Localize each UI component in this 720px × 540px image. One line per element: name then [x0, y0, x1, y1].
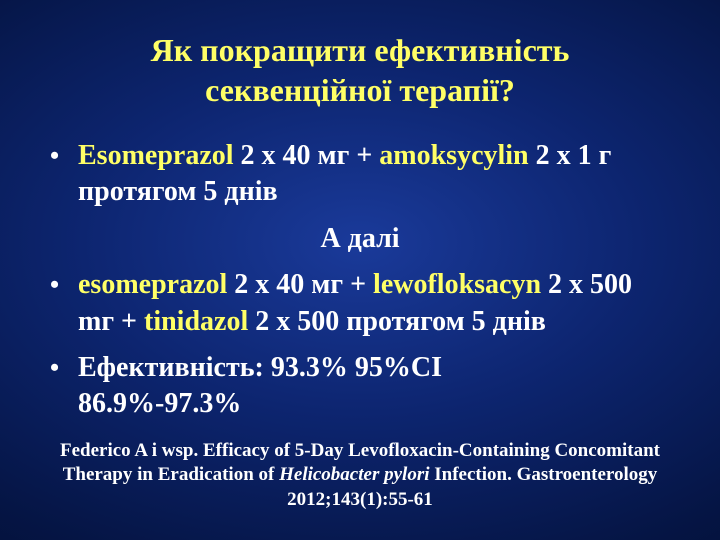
text-segment: 2 x 40 мг + [234, 140, 380, 171]
efficacy-line-1: Ефективність: 93.3% 95%CI [78, 352, 442, 383]
text-segment: 2 x 500 протягом 5 днів [248, 306, 546, 337]
bullet-marker: • [50, 350, 78, 423]
efficacy-line-2: 86.9%-97.3% [78, 388, 241, 419]
drug-lewofloksacyn: lewofloksacyn [373, 269, 541, 300]
bullet-text-3: Ефективність: 93.3% 95%CI 86.9%-97.3% [78, 350, 670, 423]
slide-content: • Esomeprazol 2 x 40 мг + amoksycylin 2 … [50, 138, 670, 423]
bullet-marker: • [50, 138, 78, 211]
slide: Як покращити ефективність секвенційної т… [0, 0, 720, 540]
drug-esomeprazol: esomeprazol [78, 269, 227, 300]
bullet-item-2: • esomeprazol 2 x 40 мг + lewofloksacyn … [50, 267, 670, 340]
slide-title: Як покращити ефективність секвенційної т… [50, 30, 670, 110]
bullet-item-1: • Esomeprazol 2 x 40 мг + amoksycylin 2 … [50, 138, 670, 211]
title-line-1: Як покращити ефективність [151, 32, 570, 68]
citation-italic: Helicobacter pylori [279, 464, 429, 485]
citation: Federico A i wsp. Efficacy of 5-Day Levo… [50, 439, 670, 513]
drug-esomeprazol: Esomeprazol [78, 140, 234, 171]
bullet-text-2: esomeprazol 2 x 40 мг + lewofloksacyn 2 … [78, 267, 670, 340]
bullet-text-1: Esomeprazol 2 x 40 мг + amoksycylin 2 x … [78, 138, 670, 211]
center-connector: А далі [50, 221, 670, 257]
bullet-item-3: • Ефективність: 93.3% 95%CI 86.9%-97.3% [50, 350, 670, 423]
drug-tinidazol: tinidazol [144, 306, 248, 337]
text-segment: 2 x 40 мг + [227, 269, 373, 300]
bullet-marker: • [50, 267, 78, 340]
drug-amoksycylin: amoksycylin [379, 140, 528, 171]
title-line-2: секвенційної терапії? [205, 72, 515, 108]
